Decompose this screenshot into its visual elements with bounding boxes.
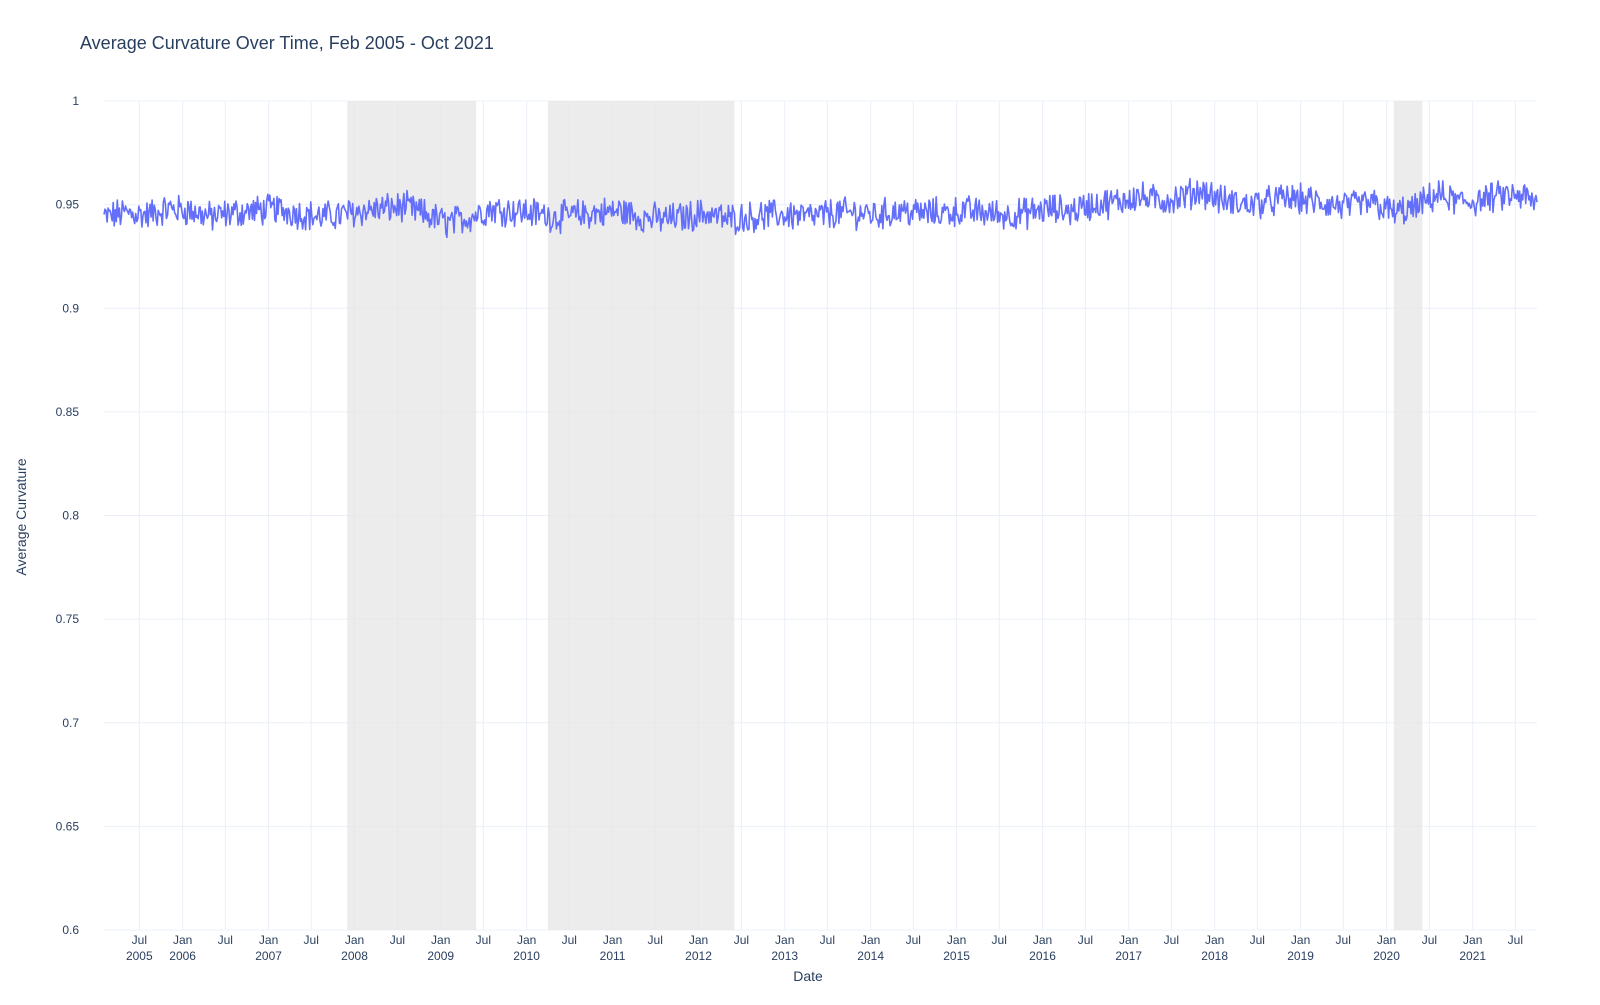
- x-tick-label: Jan: [431, 933, 450, 947]
- y-tick-label: 1: [72, 94, 79, 108]
- y-tick-label: 0.85: [56, 405, 80, 419]
- x-tick-label: Jul: [992, 933, 1007, 947]
- x-tick-label: Jan: [517, 933, 536, 947]
- x-tick-label: Jan: [1377, 933, 1396, 947]
- x-tick-label: Jan: [1033, 933, 1052, 947]
- x-tick-label: Jul: [132, 933, 147, 947]
- y-tick-label: 0.6: [62, 923, 79, 937]
- y-tick-label: 0.75: [56, 612, 80, 626]
- x-tick-label: Jul: [562, 933, 577, 947]
- x-tick-year-label: 2021: [1459, 949, 1486, 963]
- x-tick-year-label: 2020: [1373, 949, 1400, 963]
- x-tick-year-label: 2012: [685, 949, 712, 963]
- x-tick-label: Jan: [1119, 933, 1138, 947]
- x-tick-label: Jan: [775, 933, 794, 947]
- x-tick-label: Jan: [1463, 933, 1482, 947]
- x-tick-year-label: 2006: [169, 949, 196, 963]
- x-tick-label: Jan: [1205, 933, 1224, 947]
- x-tick-label: Jan: [689, 933, 708, 947]
- x-tick-year-label: 2005: [126, 949, 153, 963]
- x-tick-label: Jan: [603, 933, 622, 947]
- x-tick-label: Jul: [1336, 933, 1351, 947]
- x-axis-title: Date: [793, 968, 823, 984]
- x-tick-label: Jul: [390, 933, 405, 947]
- x-tick-year-label: 2009: [427, 949, 454, 963]
- x-tick-year-label: 2019: [1287, 949, 1314, 963]
- x-tick-label: Jul: [906, 933, 921, 947]
- x-tick-year-label: 2014: [857, 949, 884, 963]
- y-tick-label: 0.9: [62, 301, 79, 315]
- x-tick-label: Jul: [476, 933, 491, 947]
- y-tick-label: 0.7: [62, 716, 79, 730]
- shaded-periods: [347, 101, 1423, 930]
- x-tick-year-label: 2016: [1029, 949, 1056, 963]
- shaded-period: [347, 101, 477, 930]
- x-tick-year-label: 2008: [341, 949, 368, 963]
- x-tick-label: Jan: [861, 933, 880, 947]
- x-tick-year-label: 2018: [1201, 949, 1228, 963]
- x-tick-label: Jan: [259, 933, 278, 947]
- y-tick-label: 0.65: [56, 819, 80, 833]
- x-tick-label: Jan: [947, 933, 966, 947]
- x-tick-label: Jul: [1422, 933, 1437, 947]
- x-tick-label: Jan: [345, 933, 364, 947]
- x-tick-year-label: 2015: [943, 949, 970, 963]
- y-axis-ticks: 0.6 0.65 0.7 0.75 0.8 0.85 0.9 0.95 1: [56, 94, 80, 937]
- series-line: [103, 177, 1538, 239]
- x-tick-year-label: 2007: [255, 949, 282, 963]
- x-tick-label: Jan: [173, 933, 192, 947]
- x-tick-label: Jul: [1250, 933, 1265, 947]
- x-tick-label: Jul: [1078, 933, 1093, 947]
- y-tick-label: 0.8: [62, 509, 79, 523]
- x-tick-label: Jul: [304, 933, 319, 947]
- chart-title: Average Curvature Over Time, Feb 2005 - …: [80, 33, 494, 53]
- x-tick-year-label: 2011: [600, 949, 626, 963]
- x-tick-label: Jul: [218, 933, 233, 947]
- shaded-period: [547, 101, 735, 930]
- x-tick-year-label: 2013: [771, 949, 798, 963]
- x-tick-label: Jan: [1291, 933, 1310, 947]
- x-tick-label: Jul: [820, 933, 835, 947]
- y-axis-title: Average Curvature: [13, 458, 29, 575]
- x-tick-label: Jul: [648, 933, 663, 947]
- series-lines: [103, 177, 1538, 239]
- x-tick-label: Jul: [1164, 933, 1179, 947]
- x-tick-label: Jul: [1508, 933, 1523, 947]
- shaded-period: [1393, 101, 1423, 930]
- y-tick-label: 0.95: [56, 198, 80, 212]
- x-axis-ticks: Jul 2005 Jan 2006 Jul Jan 2007 Jul Jan 2008 Jul Jan…: [126, 933, 1523, 963]
- x-tick-year-label: 2010: [513, 949, 540, 963]
- x-tick-year-label: 2017: [1115, 949, 1142, 963]
- x-tick-label: Jul: [734, 933, 749, 947]
